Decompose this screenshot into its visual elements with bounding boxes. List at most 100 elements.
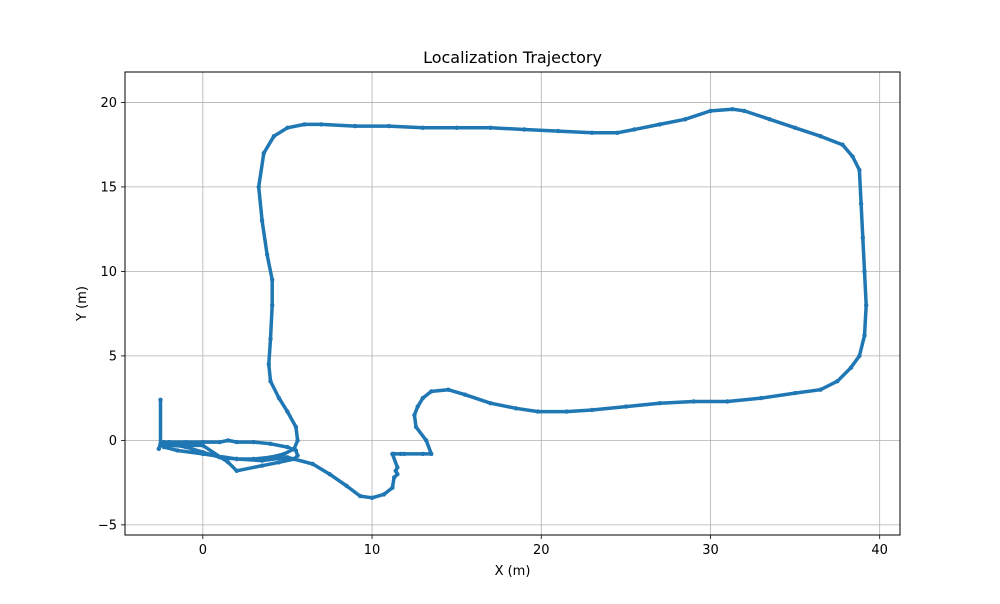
trajectory-point [767,117,772,122]
trajectory-point [293,424,299,430]
trajectory-point [166,441,172,446]
trajectory-point [420,395,425,401]
trajectory-point [657,122,662,127]
x-tick-label: 40 [871,543,888,558]
trajectory-point [226,438,231,443]
trajectory-point [420,451,425,457]
trajectory-point [358,493,363,499]
trajectory-point [513,406,519,411]
trajectory-point [158,397,163,402]
trajectory-point [850,154,855,159]
trajectory-point [327,472,332,477]
trajectory-point [285,409,290,414]
x-tick-label: 0 [199,543,207,558]
trajectory-point [488,125,493,130]
trajectory-point [234,468,239,473]
x-tick-label: 10 [364,543,381,558]
trajectory-point [818,134,823,139]
trajectory-point [398,451,403,457]
trajectory-point [270,303,275,308]
trajectory-line [157,107,868,500]
trajectory-point [446,387,451,392]
trajectory-point [615,130,620,135]
trajectory-point [292,456,297,462]
trajectory-point [234,439,239,445]
trajectory-point [259,458,265,463]
trajectory-point [535,409,541,414]
trajectory-point [835,379,840,384]
trajectory-point [268,336,273,342]
trajectory-point [310,461,315,467]
trajectory-point [295,453,300,458]
trajectory-point [589,407,595,413]
trajectory-point [270,277,275,282]
trajectory-point [276,395,282,401]
trajectory-point [268,379,273,384]
trajectory-point [413,424,419,430]
trajectory-point [266,362,271,367]
trajectory-point [420,125,425,130]
trajectory-point [429,389,434,394]
trajectory-point [395,472,400,477]
trajectory-point [862,269,867,274]
trajectory-point [742,108,747,114]
trajectory-point [183,444,189,450]
trajectory-point [292,446,297,451]
trajectory-point [264,252,270,257]
trajectory-point [564,409,569,414]
ticks: 0 10 20 30 40 −5 0 5 10 15 20 [98,96,888,558]
trajectory-point [840,142,845,147]
trajectory-point [344,483,349,489]
y-tick-label: 20 [100,96,117,111]
trajectory-point [522,127,527,132]
trajectory-point [160,441,165,446]
trajectory-point [857,167,862,173]
y-tick-label: −5 [98,518,117,533]
trajectory-point [261,150,266,156]
trajectory-point [183,439,189,445]
trajectory-point [708,108,713,114]
trajectory-point [175,443,180,448]
trajectory-point [217,439,222,445]
x-tick-label: 30 [702,543,719,558]
trajectory-point [488,401,493,406]
trajectory-point [862,333,867,338]
trajectory-point [369,495,375,500]
trajectory-point [200,450,205,455]
trajectory-point [156,446,161,451]
trajectory-point [395,465,400,470]
trajectory-point [391,451,397,457]
trajectory-point [589,130,595,135]
trajectory-point [268,441,273,446]
y-tick-label: 5 [109,349,117,364]
trajectory-point [302,122,307,127]
trajectory-point [730,107,735,112]
trajectory-point [857,353,862,359]
trajectory-point [682,117,688,122]
x-tick-label: 20 [533,543,550,558]
trajectory-point [259,463,265,468]
trajectory-point [632,127,637,132]
trajectory-point [381,492,387,497]
trajectory-point [848,365,854,370]
trajectory-point [200,443,205,448]
trajectory-point [424,438,429,443]
y-axis-label: Y (m) [75,286,90,322]
trajectory-point [429,451,434,457]
trajectory-point [285,455,290,460]
trajectory-point [759,395,764,401]
trajectory-point [792,390,798,396]
trajectory-point [281,451,287,457]
trajectory-point [691,399,696,404]
trajectory-point [556,128,561,134]
trajectory-point [860,235,865,240]
trajectory-point [226,460,231,465]
trajectory-point [256,184,261,190]
trajectory-point [391,475,397,480]
trajectory-point [319,122,324,127]
trajectory-point [818,387,823,392]
trajectory-point [251,439,256,445]
trajectory-point [251,456,256,462]
